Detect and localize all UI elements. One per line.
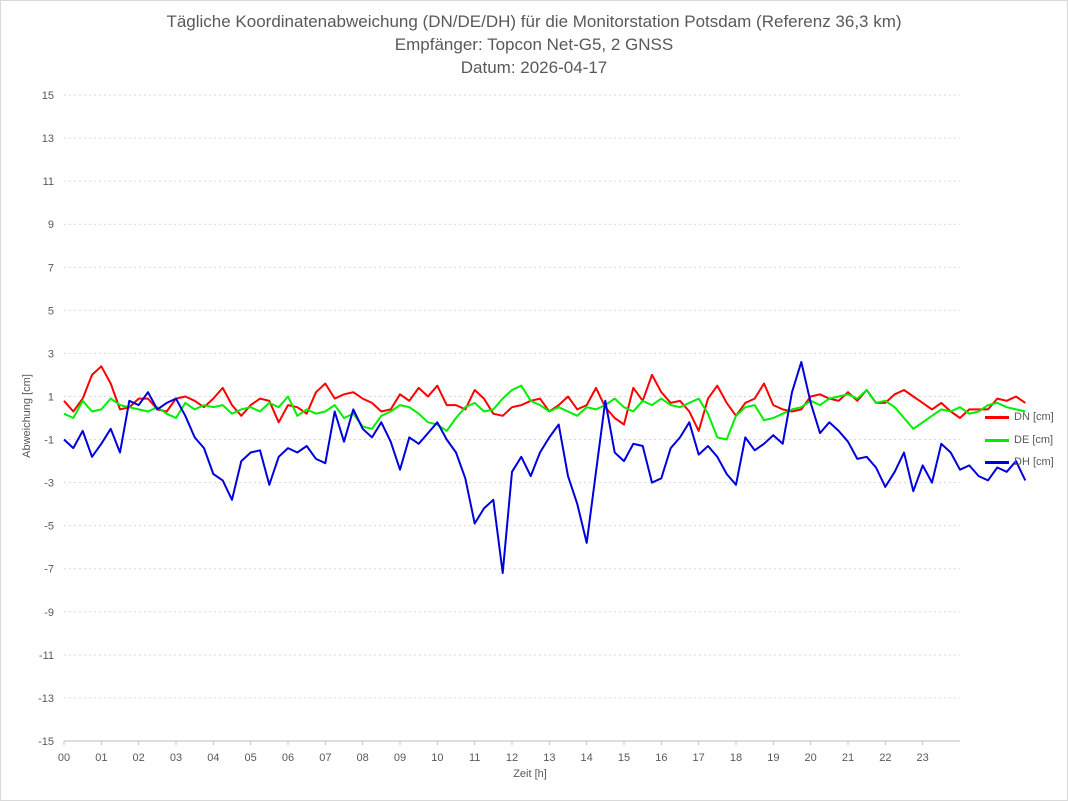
- y-tick-label: -5: [44, 521, 54, 533]
- y-axis-ticks: 15 13 11 9 7 5 3 1 -1 -3 -5 -7 -9 -11 -13 -15: [38, 90, 54, 748]
- legend-label-de: DE [cm]: [1014, 434, 1054, 446]
- y-tick-label: -13: [38, 693, 54, 705]
- y-tick-label: -3: [44, 478, 54, 490]
- x-tick-label: 11: [469, 752, 480, 764]
- series-line-dh: [63, 361, 1027, 574]
- y-tick-label: -15: [38, 736, 54, 748]
- y-tick-label: -1: [44, 435, 54, 447]
- x-tick-label: 19: [767, 752, 779, 764]
- legend-label-dh: DH [cm]: [1014, 456, 1054, 468]
- x-tick-label: 18: [730, 752, 742, 764]
- legend-item-dn: DN [cm]: [985, 410, 1054, 424]
- chart-title: Tägliche Koordinatenabweichung (DN/DE/DH…: [166, 12, 902, 31]
- chart-date-line: Datum: 2026-04-17: [460, 58, 608, 77]
- y-tick-label: 11: [43, 176, 54, 188]
- y-tick-label: 9: [48, 219, 54, 231]
- legend-label-dn: DN [cm]: [1014, 411, 1054, 423]
- y-tick-label: 7: [48, 262, 54, 274]
- x-tick-label: 12: [506, 752, 518, 764]
- x-tick-label: 07: [319, 752, 331, 764]
- x-tick-label: 00: [58, 752, 70, 764]
- x-tick-label: 05: [245, 752, 257, 764]
- y-tick-label: 3: [48, 348, 54, 360]
- chart-subtitle: Empfänger: Topcon Net-G5, 2 GNSS: [394, 35, 674, 54]
- legend-swatch-dn: [985, 415, 1009, 419]
- y-tick-label: 1: [48, 391, 54, 403]
- x-axis-label: Zeit [h]: [513, 768, 547, 780]
- x-tick-label: 04: [207, 752, 219, 764]
- x-tick-label: 03: [170, 752, 182, 764]
- x-tick-label: 21: [842, 752, 854, 764]
- x-tick-label: 17: [693, 752, 705, 764]
- legend-item-dh: DH [cm]: [985, 455, 1054, 469]
- legend-swatch-dh: [985, 460, 1009, 464]
- x-tick-label: 09: [394, 752, 406, 764]
- x-tick-label: 10: [431, 752, 443, 764]
- x-tick-label: 23: [917, 752, 929, 764]
- x-tick-label: 16: [655, 752, 667, 764]
- y-tick-label: -7: [44, 564, 54, 576]
- x-tick-label: 13: [543, 752, 555, 764]
- legend-item-de: DE [cm]: [985, 433, 1053, 447]
- x-tick-label: 15: [618, 752, 630, 764]
- y-tick-label: 5: [48, 305, 54, 317]
- legend-swatch-de: [985, 438, 1009, 442]
- x-tick-label: 02: [133, 752, 145, 764]
- gridlines: [64, 94, 960, 742]
- y-tick-label: 15: [42, 90, 54, 102]
- y-tick-label: 13: [42, 133, 54, 145]
- x-axis-ticks: 00 01 02 03 04 05 06 07 08 09 10 11 12 13 14 15 16 17 18 19…: [58, 741, 929, 764]
- x-tick-label: 08: [357, 752, 369, 764]
- series-line-dn: [63, 365, 1026, 432]
- series-line-de: [63, 384, 1026, 441]
- x-tick-label: 01: [95, 752, 107, 764]
- x-tick-label: 14: [581, 752, 593, 764]
- x-tick-label: 22: [879, 752, 891, 764]
- series-lines: [63, 361, 1027, 574]
- y-tick-label: -11: [39, 650, 54, 662]
- y-tick-label: -9: [44, 607, 54, 619]
- y-axis-label: Abweichung [cm]: [21, 374, 33, 458]
- x-tick-label: 06: [282, 752, 294, 764]
- x-tick-label: 20: [805, 752, 817, 764]
